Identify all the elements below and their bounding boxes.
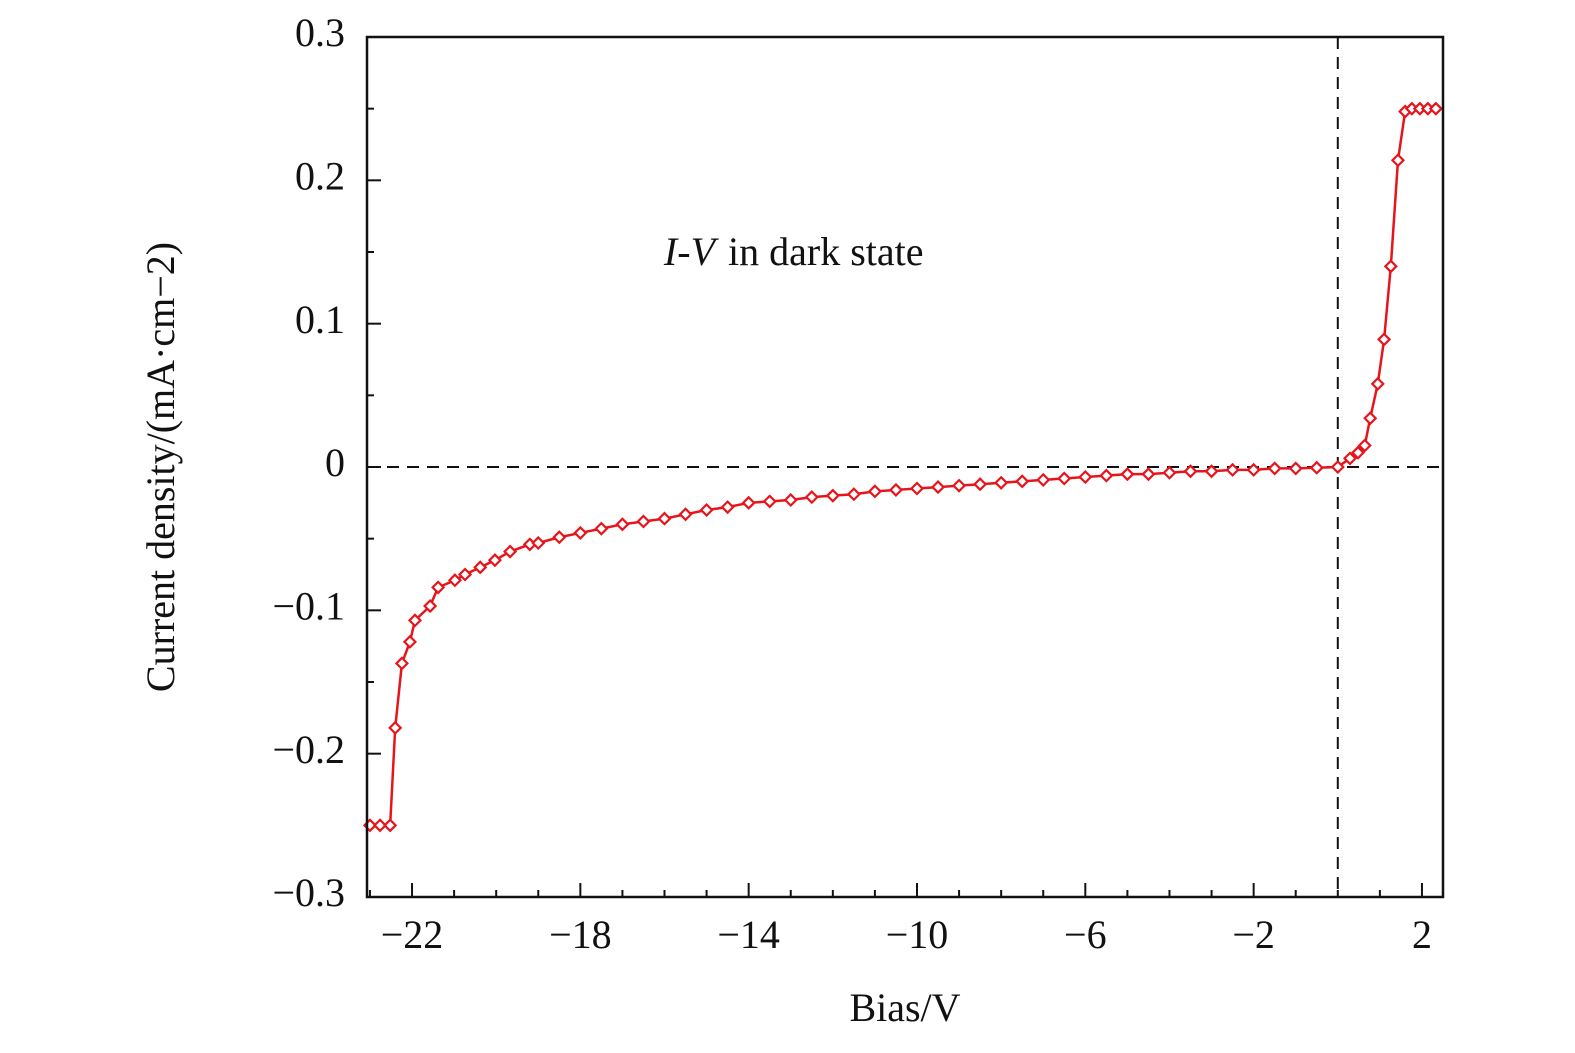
data-point [1225,462,1240,477]
data-point [741,495,756,510]
x-tick-label: −18 [549,912,612,957]
data-point [930,480,946,495]
data-point [615,517,630,532]
data-point [457,567,473,582]
data-point [383,818,398,833]
y-tick-label: −0.3 [272,870,345,915]
data-point [1015,474,1030,489]
annotation: in dark state [728,229,924,274]
data-point [394,656,409,671]
y-tick-label: 0 [325,440,345,485]
data-point [636,514,651,529]
data-point [720,500,735,515]
data-point [473,560,488,575]
data-point [1390,153,1406,168]
data-point [594,521,609,536]
data-point [1141,467,1156,482]
x-tick-label: −10 [886,912,949,957]
annotation-italic: I-V [663,229,720,274]
data-point [372,818,388,833]
data-point [1099,468,1114,483]
data-point [1350,445,1366,460]
data-point [846,487,861,502]
data-point [531,535,546,551]
data-point [1330,459,1345,475]
data-point [1036,472,1051,487]
data-point [1363,411,1378,426]
data-point [994,475,1009,490]
data-point [552,530,567,545]
data-point [487,553,502,568]
x-tick-label: −22 [381,912,444,957]
data-point [804,490,819,505]
data-point [825,488,840,503]
data-point [402,634,417,649]
data-point [699,502,714,518]
data-point [1428,101,1443,116]
data-point [1377,332,1392,347]
data-point [657,511,672,526]
y-axis-label: Current density/(mA·cm−2) [138,242,183,692]
data-point [503,544,518,559]
data-point [762,494,777,509]
data-point [1370,376,1385,391]
data-point [431,580,446,595]
data-point [888,482,904,497]
data-point [909,481,925,496]
y-tick-label: −0.1 [272,584,345,629]
x-tick-label: −14 [717,912,780,957]
x-tick-label: 2 [1412,912,1432,957]
y-tick-label: 0.2 [295,154,345,199]
data-point [1078,469,1093,485]
y-tick-label: −0.2 [272,727,345,772]
data-point [1057,471,1072,486]
data-point [1309,460,1324,475]
data-point [423,598,438,614]
data-point [1246,462,1261,477]
x-tick-label: −6 [1064,912,1107,957]
data-point [1120,467,1135,482]
data-point [678,507,693,522]
y-tick-label: 0.1 [295,297,345,342]
data-point [407,613,423,628]
data-point [1267,461,1282,476]
data-point [867,484,882,499]
x-axis-label: Bias/V [849,985,960,1030]
data-point [573,525,588,540]
data-point [388,720,403,735]
data-point [1183,464,1198,479]
data-point [1288,461,1303,476]
data-point [1357,438,1372,453]
data-point [1383,259,1398,274]
data-point [1204,464,1219,479]
data-point [973,477,988,492]
data-point [783,492,798,508]
data-point [1162,465,1177,480]
data-point [952,478,967,493]
x-tick-label: −2 [1232,912,1275,957]
data-point [447,573,463,588]
y-tick-label: 0.3 [295,10,345,55]
data-point [1342,451,1358,466]
plot-frame [365,35,1445,899]
